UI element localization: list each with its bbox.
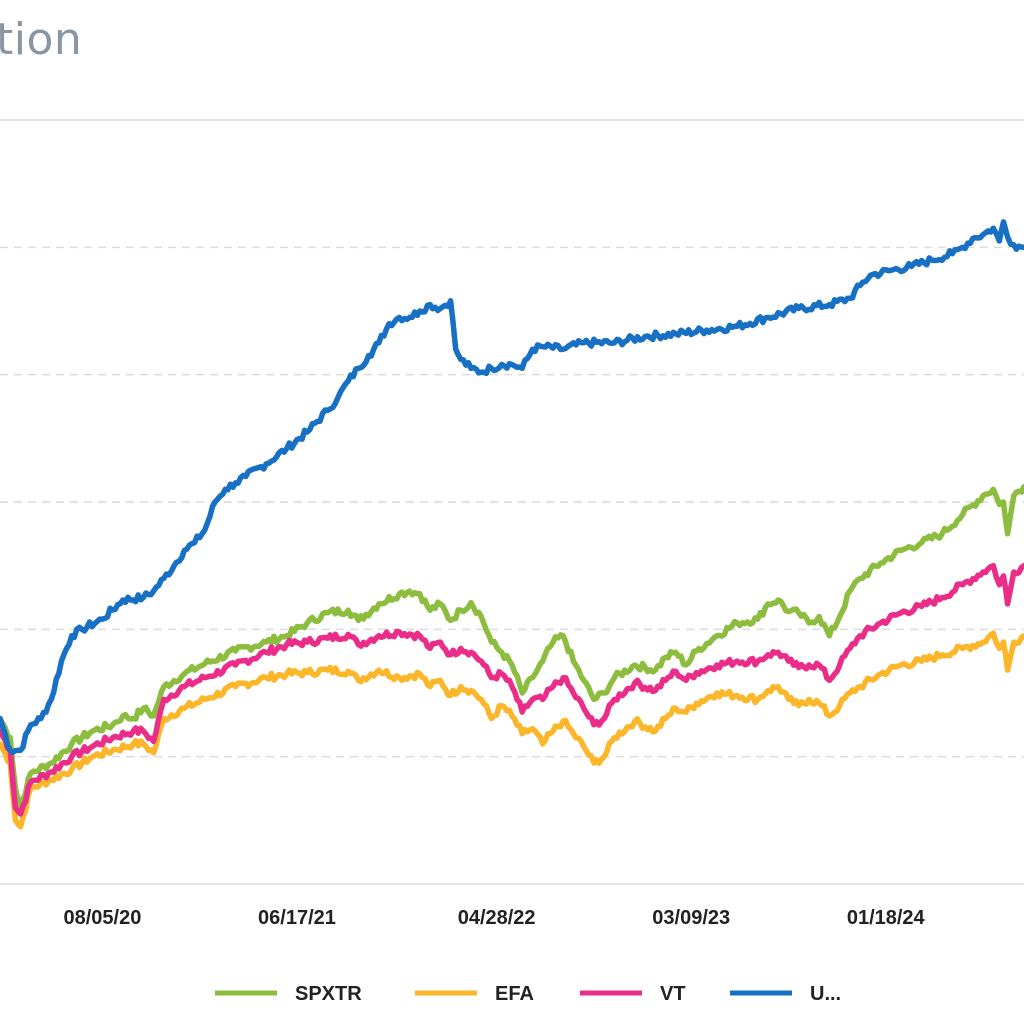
- x-tick-label: 03/09/23: [652, 907, 730, 929]
- legend-label[interactable]: EFA: [495, 983, 534, 1005]
- x-tick-label: 06/17/21: [258, 907, 336, 929]
- series-line-spxtr: [0, 483, 1024, 811]
- x-axis-ticks: 08/05/20 06/17/21 04/28/22 03/09/23 01/18/24: [63, 907, 925, 929]
- chart-title: tion: [0, 14, 83, 65]
- x-tick-label: 01/18/24: [847, 907, 926, 929]
- series-line-vt: [0, 562, 1024, 817]
- legend-label[interactable]: VT: [660, 983, 686, 1005]
- legend: SPXTR EFA VT U...: [215, 983, 841, 1005]
- x-tick-label: 08/05/20: [63, 907, 141, 929]
- x-tick-label: 04/28/22: [458, 907, 536, 929]
- legend-label[interactable]: U...: [810, 983, 841, 1005]
- legend-label[interactable]: SPXTR: [295, 983, 362, 1005]
- series-line-efa: [0, 630, 1024, 830]
- grid-lines: [0, 119, 1024, 885]
- series-lines: [0, 219, 1024, 830]
- series-line-u: [0, 219, 1024, 756]
